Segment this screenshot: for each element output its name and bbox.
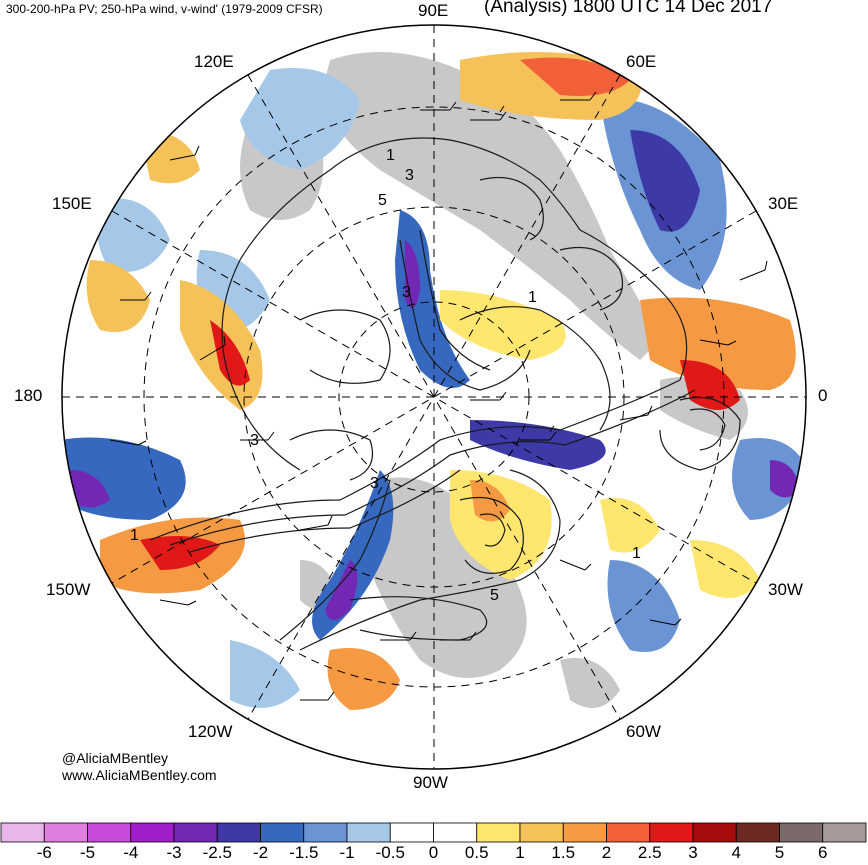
colorbar-tick-label: 1 (515, 843, 525, 862)
contour-label: 5 (378, 192, 387, 209)
colorbar-tick-label: 2.5 (637, 843, 662, 862)
map-boundary (61, 24, 807, 770)
lon-label-0: 0 (818, 386, 828, 405)
contour-label: 1 (528, 289, 537, 306)
contour-label: 5 (490, 587, 499, 604)
colorbar-tick-label: 3 (688, 843, 698, 862)
lon-label-60e: 60E (626, 52, 657, 71)
credit-handle: @AliciaMBentley (62, 750, 169, 766)
contour-label: 3 (370, 475, 379, 492)
colorbar-tick-label: -3 (166, 843, 182, 862)
colorbar-tick-label: -4 (123, 843, 139, 862)
colorbar-tick-label: -5 (79, 843, 96, 862)
graticule (62, 25, 806, 769)
lon-label-150w: 150W (46, 580, 91, 599)
colorbar-tick-label: -2 (252, 843, 269, 862)
map-fields: 1 3 5 3 1 3 1 3 5 1 (62, 25, 806, 769)
lon-label-30w: 30W (768, 580, 803, 599)
contour-label: 3 (405, 167, 414, 184)
contour-label: 3 (402, 284, 411, 301)
map-subtitle: 300-200-hPa PV; 250-hPa wind, v-wind' (1… (6, 2, 323, 16)
lon-label-30e: 30E (768, 194, 799, 213)
lon-label-60w: 60W (626, 722, 661, 741)
negative-anomalies (62, 68, 806, 708)
land-masses (240, 52, 748, 708)
colorbar-tick-label: -2.5 (202, 843, 232, 862)
colorbar-tick-label: 2 (601, 843, 612, 862)
contour-label: 1 (130, 527, 139, 544)
credit-website[interactable]: www.AliciaMBentley.com (62, 767, 217, 783)
colorbar-tick-label: -1.5 (289, 843, 319, 862)
colorbar-tick-label: 6 (818, 843, 828, 862)
lon-label-180: 180 (14, 386, 43, 405)
contour-label: 1 (386, 147, 395, 164)
colorbar-tick-label: -1 (339, 843, 355, 862)
credit-block: @AliciaMBentley www.AliciaMBentley.com (62, 750, 217, 784)
lon-label-90w: 90W (413, 773, 448, 792)
colorbar-tick-label: 4 (731, 843, 741, 862)
map-title: (Analysis) 1800 UTC 14 Dec 2017 (484, 0, 773, 17)
contour-label: 3 (250, 432, 259, 449)
lon-label-150e: 150E (52, 194, 92, 213)
colorbar-tick-label: 1.5 (551, 843, 576, 862)
pv-contours (149, 137, 741, 651)
lon-label-120w: 120W (188, 722, 233, 741)
colorbar-tick-label: -6 (36, 843, 52, 862)
contour-label-group: 1 3 5 3 1 3 1 3 5 1 (130, 147, 641, 604)
lon-label-90e: 90E (418, 1, 449, 20)
lon-label-120e: 120E (194, 52, 234, 71)
wind-barbs (109, 91, 768, 701)
contour-label: 1 (632, 545, 641, 562)
colorbar-tick-label: 0.5 (464, 843, 489, 862)
colorbar-tick-label: 0 (428, 843, 439, 862)
colorbar-tick-label: -0.5 (375, 843, 405, 862)
colorbar-tick-label: 5 (774, 843, 785, 862)
